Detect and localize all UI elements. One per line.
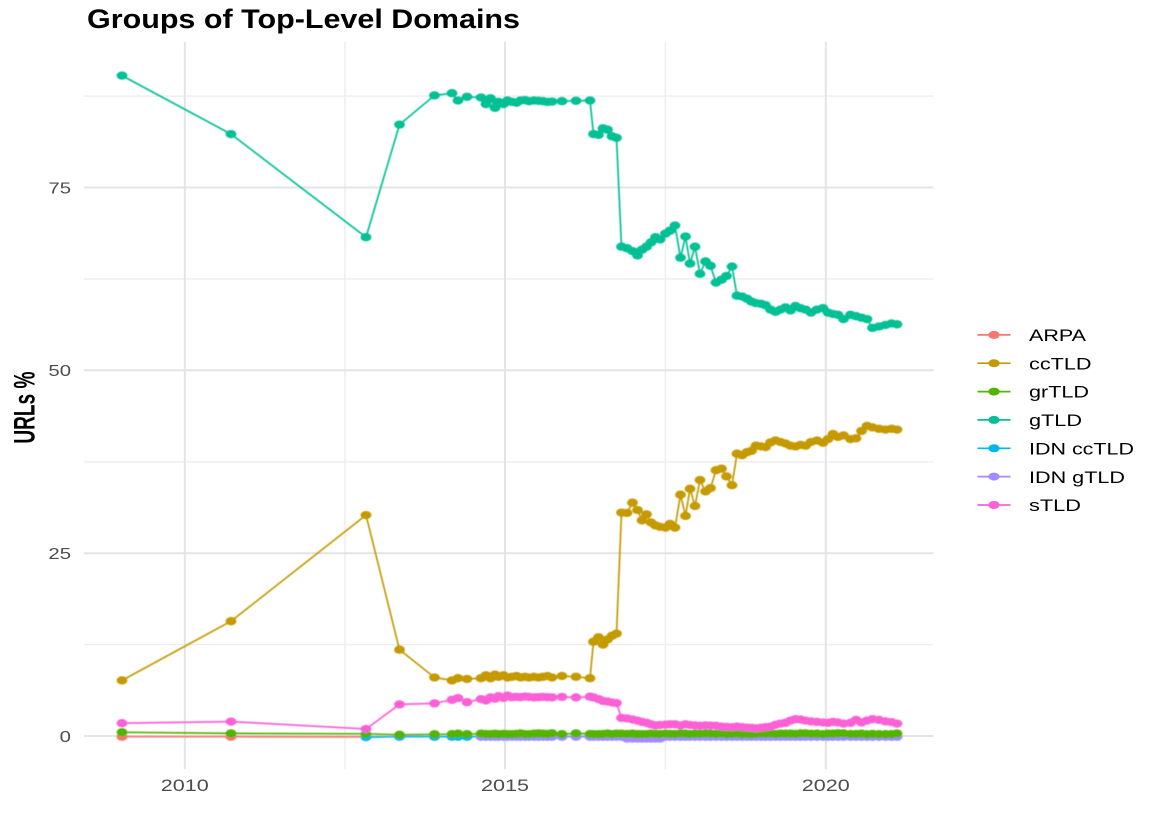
svg-text:0: 0 xyxy=(60,729,71,746)
svg-text:25: 25 xyxy=(48,546,71,563)
svg-text:IDN ccTLD: IDN ccTLD xyxy=(1029,439,1134,458)
svg-text:IDN gTLD: IDN gTLD xyxy=(1029,468,1125,487)
svg-text:50: 50 xyxy=(48,363,71,380)
svg-text:gTLD: gTLD xyxy=(1029,411,1082,430)
svg-text:grTLD: grTLD xyxy=(1029,383,1089,402)
svg-text:75: 75 xyxy=(48,180,71,197)
svg-text:2015: 2015 xyxy=(481,776,529,795)
svg-text:sTLD: sTLD xyxy=(1029,496,1081,515)
svg-text:ARPA: ARPA xyxy=(1029,326,1087,345)
svg-text:2020: 2020 xyxy=(802,776,850,795)
svg-text:Groups of Top-Level Domains: Groups of Top-Level Domains xyxy=(87,4,520,34)
svg-text:2010: 2010 xyxy=(161,776,209,795)
svg-text:ccTLD: ccTLD xyxy=(1029,354,1092,373)
svg-text:URLs %: URLs % xyxy=(8,372,41,444)
